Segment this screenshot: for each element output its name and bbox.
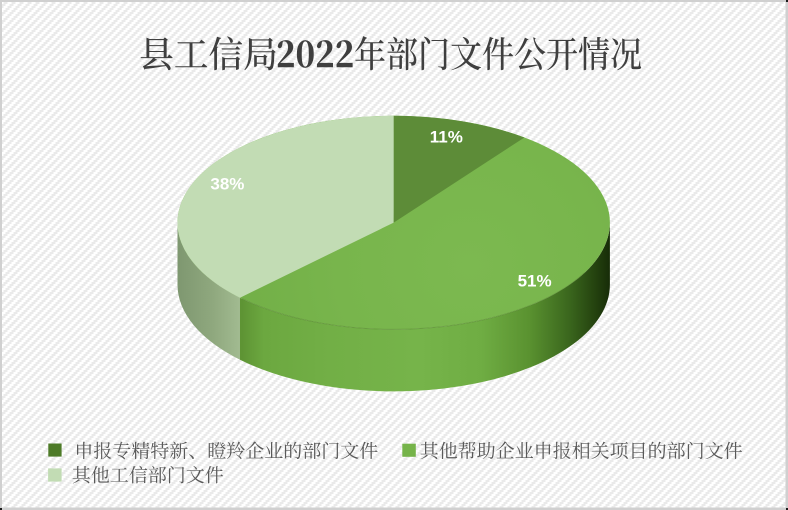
svg-text:11%: 11%	[430, 128, 463, 147]
svg-text:51%: 51%	[518, 271, 552, 290]
svg-text:38%: 38%	[210, 174, 244, 193]
